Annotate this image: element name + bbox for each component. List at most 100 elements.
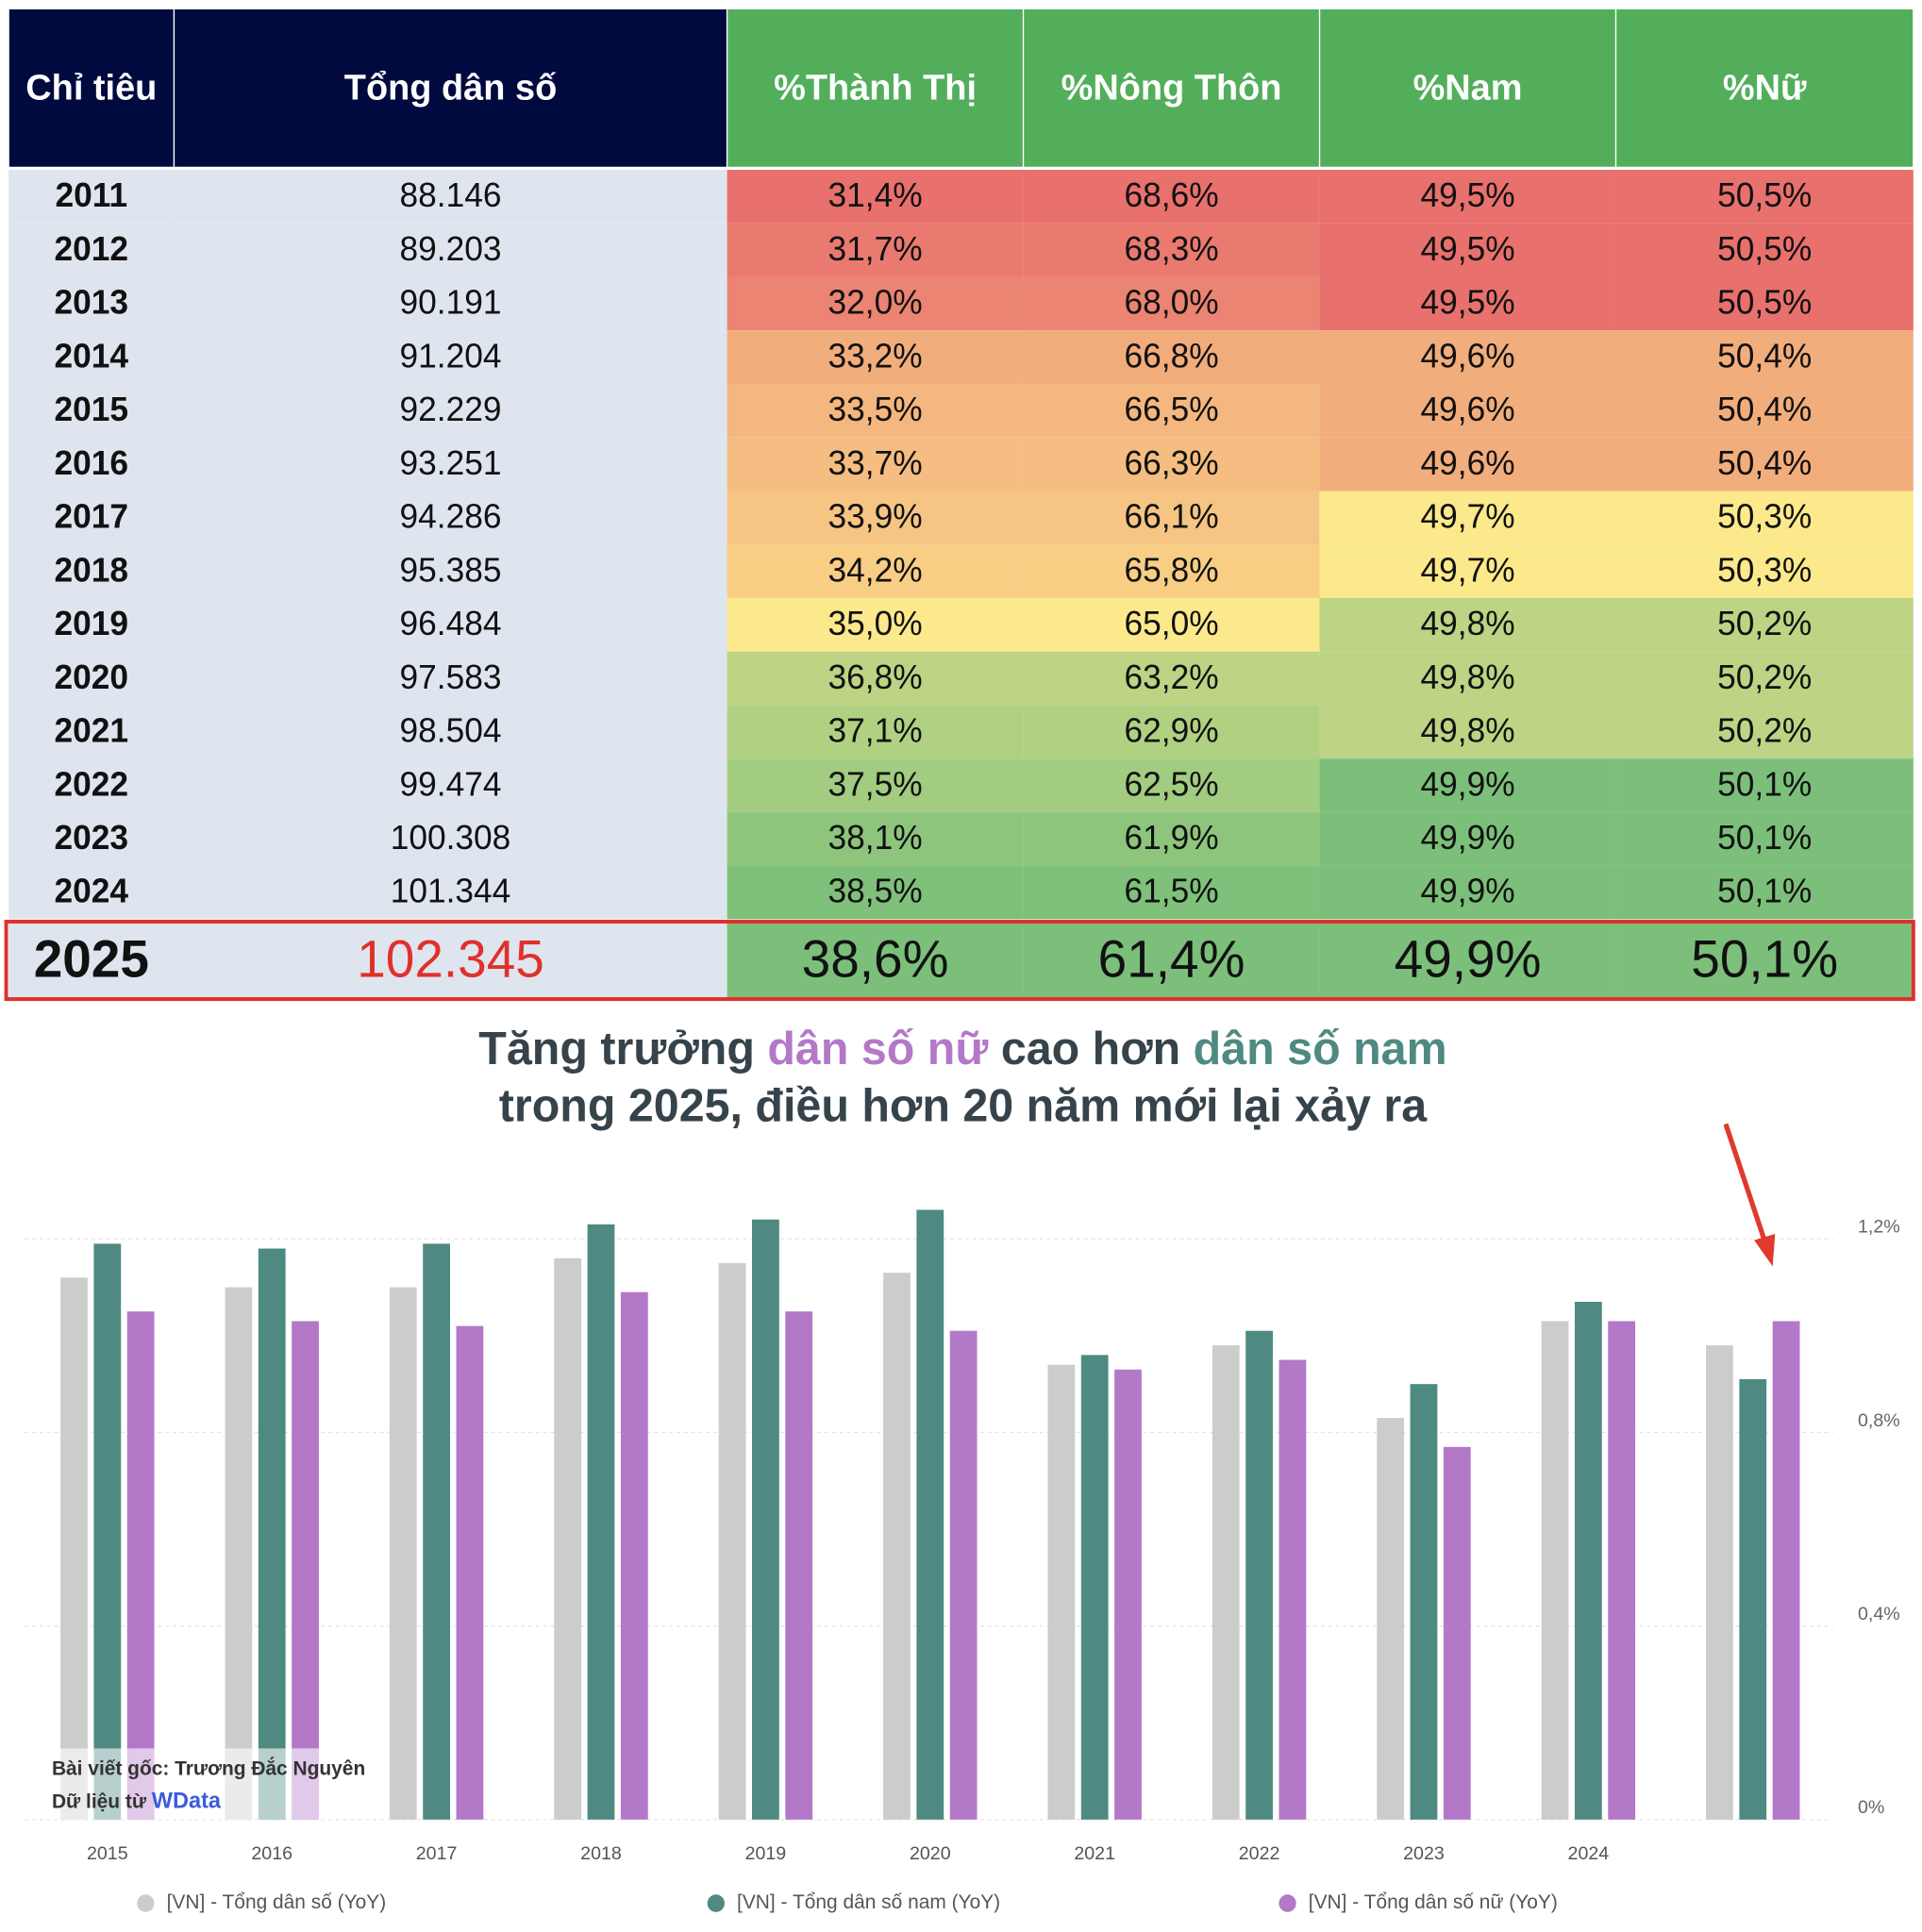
cell-bg xyxy=(1615,544,1914,598)
cell-bg xyxy=(727,491,1024,545)
cell: 50,3% xyxy=(1717,497,1812,535)
cell-bg xyxy=(174,330,727,384)
cell-bg xyxy=(8,383,175,438)
cell: 91.204 xyxy=(400,337,502,375)
cell-bg xyxy=(1023,383,1320,438)
bar xyxy=(60,1277,88,1820)
header-cell xyxy=(173,8,728,169)
cell: 88.146 xyxy=(400,176,502,214)
bar xyxy=(292,1321,319,1820)
cell-bg xyxy=(174,491,727,545)
cell: 65,8% xyxy=(1125,551,1219,589)
row-label: 2013 xyxy=(55,283,129,321)
cell-bg xyxy=(1023,330,1320,384)
row-label: 2012 xyxy=(55,230,129,268)
cell: 50,1% xyxy=(1691,929,1838,988)
cell-bg xyxy=(727,651,1024,706)
cell: 61,4% xyxy=(1098,929,1245,988)
bar xyxy=(1739,1379,1767,1820)
watermark-text: Dữ liệu từ WData xyxy=(52,1789,222,1813)
row-label: 2020 xyxy=(55,658,129,696)
bar xyxy=(1443,1446,1471,1820)
cell-bg xyxy=(1319,383,1616,438)
cell-bg xyxy=(727,597,1024,652)
cell: 49,9% xyxy=(1420,819,1514,857)
cell: 66,1% xyxy=(1125,497,1219,535)
cell-bg xyxy=(1319,922,1616,1000)
cell: 32,0% xyxy=(828,283,923,321)
cell-bg xyxy=(1615,170,1914,224)
cell-bg xyxy=(1023,437,1320,491)
x-tick-label: 2018 xyxy=(580,1843,622,1864)
cell-bg xyxy=(1319,223,1616,277)
bar xyxy=(389,1287,417,1820)
bar xyxy=(1212,1345,1240,1820)
cell: 101.344 xyxy=(391,873,511,910)
cell-bg xyxy=(174,811,727,866)
bar xyxy=(620,1291,648,1820)
cell-bg xyxy=(1023,705,1320,759)
row-label: 2017 xyxy=(55,497,129,535)
bar xyxy=(423,1243,451,1820)
cell: 68,3% xyxy=(1125,230,1219,268)
cell-bg xyxy=(8,223,175,277)
cell: 49,8% xyxy=(1420,711,1514,749)
cell: 93.251 xyxy=(400,444,502,482)
watermark-bg xyxy=(49,1748,327,1820)
cell-bg xyxy=(8,705,175,759)
x-tick-label: 2016 xyxy=(251,1843,292,1864)
bar xyxy=(1541,1321,1569,1820)
bar xyxy=(1279,1359,1307,1820)
cell: 31,7% xyxy=(828,230,923,268)
header-cell xyxy=(1614,8,1914,169)
cell-bg xyxy=(727,922,1024,1000)
bar xyxy=(949,1330,978,1820)
row-label: 2022 xyxy=(55,765,129,803)
cell: 49,9% xyxy=(1420,765,1514,803)
cell: 33,5% xyxy=(828,391,923,428)
cell-bg xyxy=(8,865,175,920)
cell-bg xyxy=(174,170,727,224)
cell: 68,6% xyxy=(1125,176,1219,214)
cell-bg xyxy=(1615,922,1914,1000)
title-part: cao hơn xyxy=(988,1023,1193,1074)
cell: 50,4% xyxy=(1717,337,1812,375)
bar xyxy=(1377,1418,1405,1820)
x-tick-label: 2019 xyxy=(745,1843,787,1864)
cell-bg xyxy=(1615,651,1914,706)
bar xyxy=(1706,1345,1733,1820)
cell: 50,4% xyxy=(1717,391,1812,428)
cell: 34,2% xyxy=(828,551,923,589)
cell-bg xyxy=(727,544,1024,598)
cell-bg xyxy=(727,383,1024,438)
cell-bg xyxy=(727,811,1024,866)
x-tick-label: 2021 xyxy=(1074,1843,1115,1864)
legend-label: [VN] - Tổng dân số nam (YoY) xyxy=(737,1891,1000,1913)
cell-bg xyxy=(8,491,175,545)
cell: 50,1% xyxy=(1717,819,1812,857)
cell-bg xyxy=(727,170,1024,224)
cell-bg xyxy=(8,758,175,812)
row-label: 2021 xyxy=(55,711,129,749)
cell: 50,1% xyxy=(1717,765,1812,803)
bar xyxy=(258,1248,286,1820)
cell-bg xyxy=(1615,865,1914,920)
cell: 33,9% xyxy=(828,497,923,535)
cell-bg xyxy=(1023,170,1320,224)
cell-bg xyxy=(8,811,175,866)
legend-swatch xyxy=(1279,1894,1296,1912)
x-tick-label: 2015 xyxy=(87,1843,128,1864)
cell-bg xyxy=(1319,758,1616,812)
cell: 99.474 xyxy=(400,765,502,803)
cell-bg xyxy=(8,922,175,1000)
cell-bg xyxy=(1023,491,1320,545)
bar xyxy=(225,1287,253,1820)
legend-swatch xyxy=(137,1894,155,1912)
cell: 50,4% xyxy=(1717,444,1812,482)
cell-bg xyxy=(8,437,175,491)
bar xyxy=(126,1311,155,1820)
cell: 50,5% xyxy=(1717,176,1812,214)
cell-bg xyxy=(1615,330,1914,384)
bars xyxy=(60,1209,1800,1820)
